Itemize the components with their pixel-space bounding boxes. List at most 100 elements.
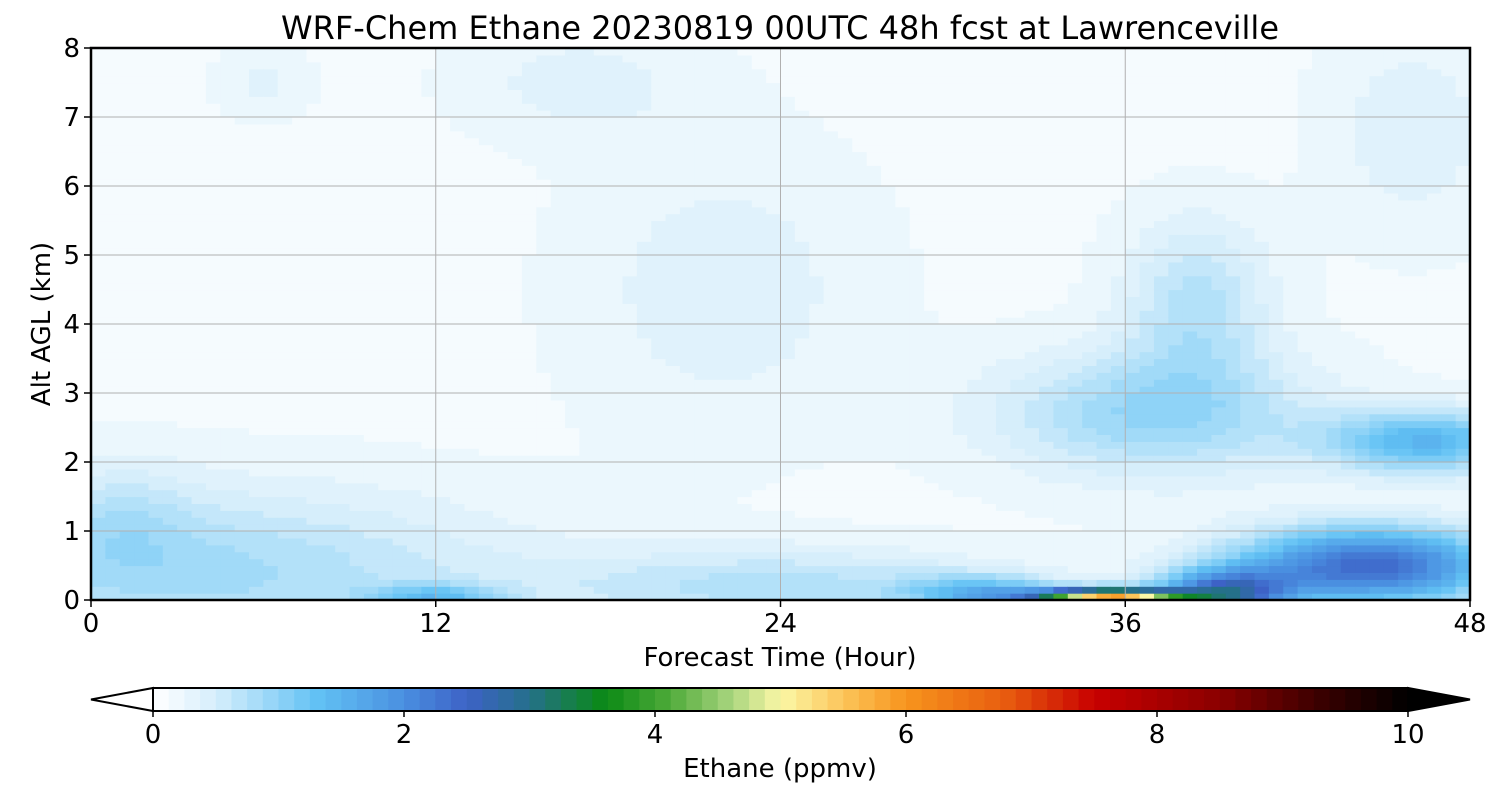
heatmap-cell	[435, 296, 451, 304]
heatmap-cell	[464, 531, 480, 539]
heatmap-cell	[306, 117, 322, 125]
heatmap-cell	[292, 462, 308, 470]
heatmap-cell	[263, 468, 279, 477]
heatmap-cell	[507, 441, 523, 449]
heatmap-cell	[852, 220, 868, 228]
heatmap-cell	[205, 61, 221, 70]
heatmap-cell	[478, 503, 494, 511]
heatmap-cell	[866, 565, 882, 573]
heatmap-cell	[981, 593, 997, 600]
heatmap-cell	[665, 365, 681, 373]
heatmap-cell	[809, 234, 825, 242]
heatmap-cell	[536, 524, 552, 532]
heatmap-cell	[306, 386, 322, 394]
heatmap-cell	[952, 330, 968, 339]
heatmap-cell	[177, 579, 193, 587]
heatmap-cell	[766, 565, 782, 573]
heatmap-cell	[91, 89, 106, 97]
heatmap-cell	[794, 537, 810, 546]
heatmap-cell	[148, 110, 164, 118]
heatmap-cell	[392, 386, 408, 394]
heatmap-cell	[866, 551, 882, 560]
heatmap-cell	[134, 379, 150, 387]
heatmap-cell	[565, 406, 580, 415]
heatmap-cell	[464, 117, 480, 125]
heatmap-cell	[622, 234, 638, 242]
heatmap-cell	[392, 482, 408, 491]
heatmap-cell	[91, 531, 106, 539]
heatmap-cell	[191, 275, 207, 284]
heatmap-cell	[694, 593, 710, 600]
heatmap-cell	[277, 572, 293, 580]
heatmap-cell	[593, 586, 609, 594]
heatmap-cell	[220, 144, 236, 153]
heatmap-cell	[536, 517, 552, 525]
heatmap-cell	[737, 434, 753, 442]
heatmap-cell	[622, 68, 638, 77]
heatmap-cell	[119, 158, 135, 166]
heatmap-cell	[292, 379, 308, 387]
heatmap-cell	[622, 413, 638, 422]
heatmap-cell	[852, 206, 868, 215]
heatmap-cell	[881, 351, 897, 360]
heatmap-cell	[292, 524, 308, 532]
heatmap-cell	[651, 386, 667, 394]
heatmap-cell	[809, 199, 825, 208]
heatmap-cell	[292, 110, 308, 118]
heatmap-cell	[967, 427, 983, 435]
heatmap-cell	[363, 551, 379, 560]
heatmap-cell	[134, 165, 150, 173]
heatmap-cell	[378, 330, 394, 339]
heatmap-cell	[809, 241, 825, 249]
heatmap-cell	[622, 468, 638, 477]
heatmap-cell	[622, 372, 638, 380]
heatmap-cell	[306, 234, 322, 242]
heatmap-cell	[450, 248, 466, 256]
heatmap-cell	[593, 524, 609, 532]
heatmap-cell	[292, 330, 308, 339]
heatmap-cell	[823, 123, 839, 132]
heatmap-cell	[421, 144, 437, 153]
heatmap-cell	[392, 172, 408, 180]
heatmap-cell	[866, 593, 882, 600]
heatmap-cell	[249, 213, 264, 222]
heatmap-cell	[651, 192, 667, 201]
heatmap-cell	[407, 151, 422, 159]
heatmap-cell	[550, 441, 566, 449]
heatmap-cell	[651, 54, 667, 63]
heatmap-cell	[723, 537, 738, 546]
heatmap-cell	[148, 117, 164, 125]
heatmap-cell	[277, 434, 293, 442]
heatmap-cell	[91, 413, 106, 422]
heatmap-cell	[91, 130, 106, 139]
heatmap-cell	[277, 427, 293, 435]
heatmap-cell	[493, 268, 509, 277]
heatmap-cell	[579, 496, 595, 504]
heatmap-cell	[708, 544, 724, 553]
heatmap-cell	[407, 289, 422, 297]
heatmap-cell	[134, 441, 150, 449]
heatmap-cell	[478, 213, 494, 222]
heatmap-cell	[435, 386, 451, 394]
heatmap-cell	[723, 137, 738, 146]
heatmap-cell	[507, 213, 523, 222]
heatmap-cell	[306, 448, 322, 456]
heatmap-cell	[392, 241, 408, 249]
heatmap-cell	[895, 344, 911, 353]
heatmap-cell	[780, 475, 796, 484]
heatmap-cell	[723, 462, 738, 470]
heatmap-cell	[363, 324, 379, 332]
heatmap-cell	[737, 282, 753, 291]
heatmap-cell	[952, 565, 968, 573]
heatmap-cell	[837, 275, 853, 284]
heatmap-cell	[938, 144, 954, 153]
heatmap-cell	[723, 303, 738, 311]
heatmap-cell	[723, 406, 738, 415]
heatmap-cell	[866, 130, 882, 139]
heatmap-cell	[378, 310, 394, 318]
heatmap-cell	[493, 310, 509, 318]
heatmap-cell	[277, 462, 293, 470]
heatmap-cell	[622, 572, 638, 580]
heatmap-cell	[952, 123, 968, 132]
heatmap-cell	[306, 48, 322, 56]
